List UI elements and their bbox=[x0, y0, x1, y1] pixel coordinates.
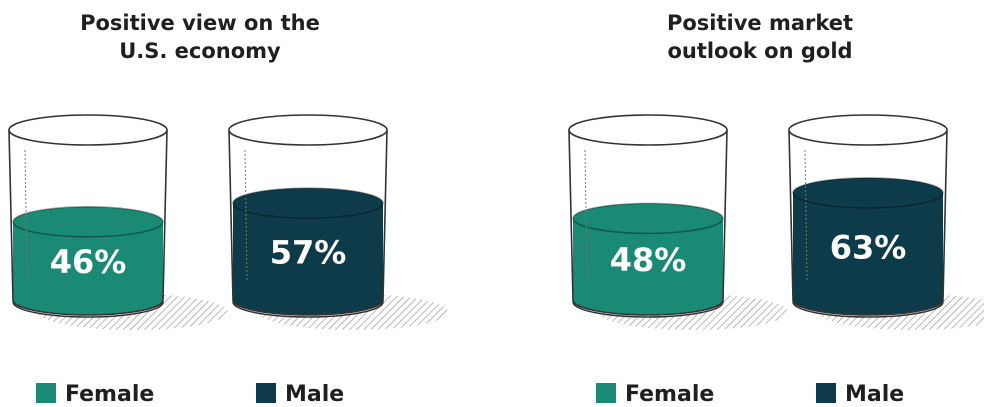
chart-title: Positive view on the bbox=[80, 11, 320, 35]
chart-title: outlook on gold bbox=[667, 39, 852, 63]
legend-label: Female bbox=[625, 382, 714, 407]
legend-label: Male bbox=[285, 382, 344, 407]
value-label: 57% bbox=[270, 234, 347, 272]
value-label: 46% bbox=[50, 243, 127, 281]
infographic: Positive view on the U.S. economy 46% Femal… bbox=[0, 0, 984, 407]
glass-rim bbox=[789, 115, 947, 145]
legend-label: Female bbox=[65, 382, 154, 407]
glass-rim bbox=[569, 115, 727, 145]
legend-swatch bbox=[816, 383, 836, 403]
legend-label: Male bbox=[845, 382, 904, 407]
chart-title: Positive market bbox=[667, 11, 853, 35]
legend-swatch bbox=[256, 383, 276, 403]
value-label: 63% bbox=[830, 228, 907, 266]
legend-swatch bbox=[596, 383, 616, 403]
legend-swatch bbox=[36, 383, 56, 403]
glass-rim bbox=[229, 115, 387, 145]
chart-title: U.S. economy bbox=[119, 39, 281, 63]
value-label: 48% bbox=[610, 241, 687, 279]
glass-rim bbox=[9, 115, 167, 145]
